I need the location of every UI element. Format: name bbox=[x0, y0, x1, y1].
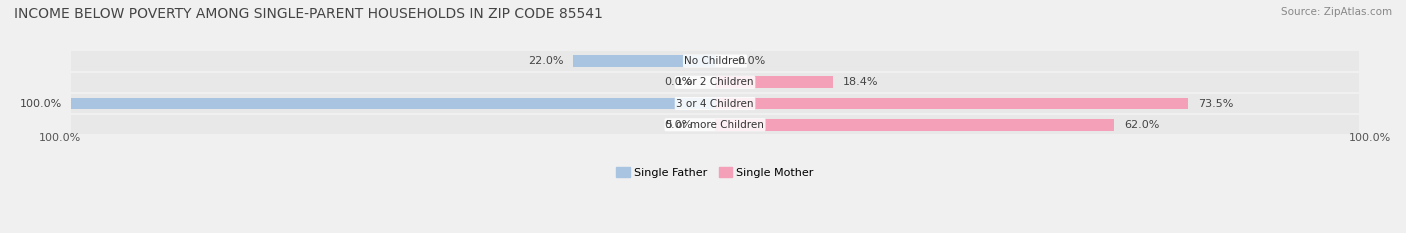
Bar bbox=[72, 115, 716, 134]
Bar bbox=[716, 51, 1358, 71]
Bar bbox=[716, 76, 834, 88]
Text: 3 or 4 Children: 3 or 4 Children bbox=[676, 99, 754, 109]
Text: 100.0%: 100.0% bbox=[39, 133, 82, 143]
Text: 62.0%: 62.0% bbox=[1123, 120, 1159, 130]
Text: INCOME BELOW POVERTY AMONG SINGLE-PARENT HOUSEHOLDS IN ZIP CODE 85541: INCOME BELOW POVERTY AMONG SINGLE-PARENT… bbox=[14, 7, 603, 21]
Bar bbox=[716, 119, 1114, 131]
Bar bbox=[716, 94, 1358, 113]
Bar bbox=[574, 55, 716, 67]
Text: 18.4%: 18.4% bbox=[844, 77, 879, 87]
Text: 5 or more Children: 5 or more Children bbox=[666, 120, 763, 130]
Text: 0.0%: 0.0% bbox=[738, 56, 766, 66]
Bar bbox=[716, 115, 1358, 134]
Text: 100.0%: 100.0% bbox=[20, 99, 62, 109]
Text: No Children: No Children bbox=[685, 56, 745, 66]
Text: 1 or 2 Children: 1 or 2 Children bbox=[676, 77, 754, 87]
Legend: Single Father, Single Mother: Single Father, Single Mother bbox=[612, 163, 818, 182]
Text: Source: ZipAtlas.com: Source: ZipAtlas.com bbox=[1281, 7, 1392, 17]
Bar bbox=[72, 98, 716, 109]
Text: 0.0%: 0.0% bbox=[664, 120, 693, 130]
Bar bbox=[72, 51, 716, 71]
Bar bbox=[716, 73, 1358, 92]
Text: 22.0%: 22.0% bbox=[529, 56, 564, 66]
Bar bbox=[716, 98, 1188, 109]
Text: 100.0%: 100.0% bbox=[1348, 133, 1391, 143]
Text: 73.5%: 73.5% bbox=[1198, 99, 1233, 109]
Bar bbox=[72, 94, 716, 113]
Text: 0.0%: 0.0% bbox=[664, 77, 693, 87]
Bar bbox=[72, 73, 716, 92]
